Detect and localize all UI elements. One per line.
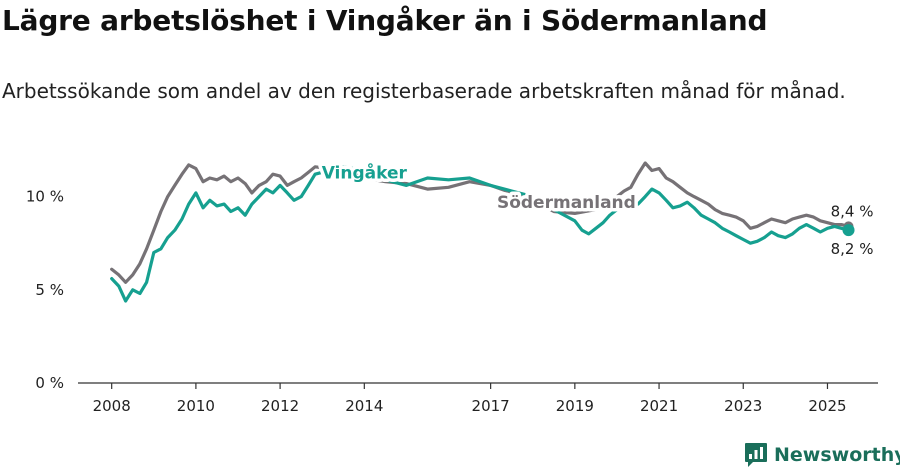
- chart-subtitle: Arbetssökande som andel av den registerb…: [2, 79, 846, 103]
- x-tick-label: 2021: [640, 397, 678, 415]
- x-axis-ticks: 2008 2010 2012 2014 2017 2019 2021 2023 2025: [93, 383, 847, 415]
- series-line-0: [110, 161, 851, 284]
- x-tick-label: 2025: [808, 397, 846, 415]
- y-axis-ticks: 0 % 5 % 10 %: [26, 188, 64, 392]
- line-chart: 0 %5 %10 % 2008 2010 2012 2014 2017 2019 2021 2…: [25, 158, 878, 415]
- y-tick-label: 0 %: [35, 374, 64, 392]
- newsworthy-brand[interactable]: Newsworthy: [744, 442, 900, 468]
- x-tick-label: 2008: [93, 397, 131, 415]
- end-value-label-sodermanland: 8,4 %: [831, 202, 874, 220]
- brand-name: Newsworthy: [774, 444, 900, 466]
- y-tick-label: 5 %: [35, 281, 64, 299]
- series-label-text: Södermanland: [497, 193, 636, 213]
- x-tick-label: 2023: [724, 397, 762, 415]
- series-line-1: [110, 165, 851, 303]
- series-label-halo: Vingåker: [322, 161, 408, 183]
- x-tick-label: 2019: [556, 397, 594, 415]
- end-value-label-vingaker: 8,2 %: [831, 240, 874, 258]
- x-tick-label: 2012: [261, 397, 299, 415]
- series-label-text: Vingåker: [322, 161, 408, 183]
- x-tick-label: 2010: [177, 397, 215, 415]
- series-end-point: [842, 224, 855, 237]
- series-label-halo: Södermanland: [497, 193, 636, 213]
- chart-title: Lägre arbetslöshet i Vingåker än i Söder…: [2, 4, 768, 37]
- x-tick-label: 2017: [472, 397, 510, 415]
- series-lines: [110, 161, 855, 303]
- newsworthy-logo-icon: [745, 443, 767, 467]
- y-tick-label: 10 %: [26, 188, 64, 206]
- x-tick-label: 2014: [345, 397, 383, 415]
